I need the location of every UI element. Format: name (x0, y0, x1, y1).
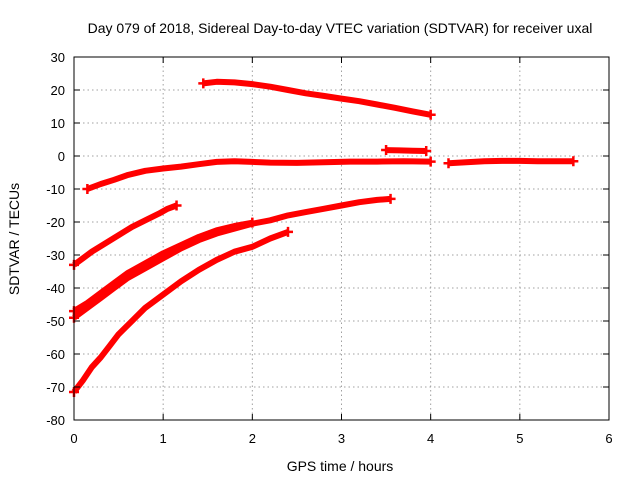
series-point-marker (247, 217, 258, 228)
data-series (69, 78, 579, 397)
x-tick-label: 6 (605, 431, 612, 446)
series-point-marker (171, 200, 182, 211)
y-tick-label: -10 (46, 182, 65, 197)
series-point-marker (381, 145, 392, 156)
y-tick-label: -50 (46, 314, 65, 329)
series-arc-4 (448, 157, 574, 167)
x-axis-label: GPS time / hours (287, 458, 394, 474)
x-tick-label: 4 (427, 431, 434, 446)
y-tick-label: -80 (46, 413, 65, 428)
series-point-marker (568, 156, 579, 167)
series-arc-6 (72, 195, 391, 321)
series-arc-5 (72, 202, 178, 268)
x-tick-label: 3 (338, 431, 345, 446)
y-tick-label: 0 (58, 149, 65, 164)
x-tick-label: 1 (160, 431, 167, 446)
y-tick-label: -20 (46, 215, 65, 230)
y-tick-label: 20 (51, 83, 65, 98)
y-tick-label: -60 (46, 347, 65, 362)
y-tick-label: -30 (46, 248, 65, 263)
series-arc-7 (72, 219, 253, 314)
series-arc-1 (202, 78, 432, 118)
series-point-marker (443, 158, 454, 169)
chart-title: Day 079 of 2018, Sidereal Day-to-day VTE… (88, 20, 593, 36)
x-tick-label: 2 (249, 431, 256, 446)
series-point-marker (421, 146, 432, 157)
series-point-marker (82, 184, 93, 194)
y-tick-label: -70 (46, 380, 65, 395)
axis-ticks: 0 1 2 3 4 5 6 -80 -70 -60 -50 -40 -30 -20 -10 0 10 20 30 (46, 50, 612, 446)
y-axis-label: SDTVAR / TECUs (6, 183, 22, 295)
x-tick-label: 5 (516, 431, 523, 446)
series-arc-2 (86, 158, 431, 192)
y-tick-label: -40 (46, 281, 65, 296)
series-point-marker (283, 226, 293, 237)
series-point-marker (385, 193, 396, 204)
series-point-marker (198, 78, 209, 89)
y-tick-label: 10 (51, 116, 65, 131)
y-tick-label: 30 (51, 50, 65, 65)
x-tick-label: 0 (70, 431, 77, 446)
series-point-marker (425, 156, 436, 167)
series-arc-3 (386, 147, 427, 154)
series-point-marker (425, 109, 436, 120)
series-arc-8 (71, 229, 290, 394)
grid-lines (74, 57, 609, 420)
